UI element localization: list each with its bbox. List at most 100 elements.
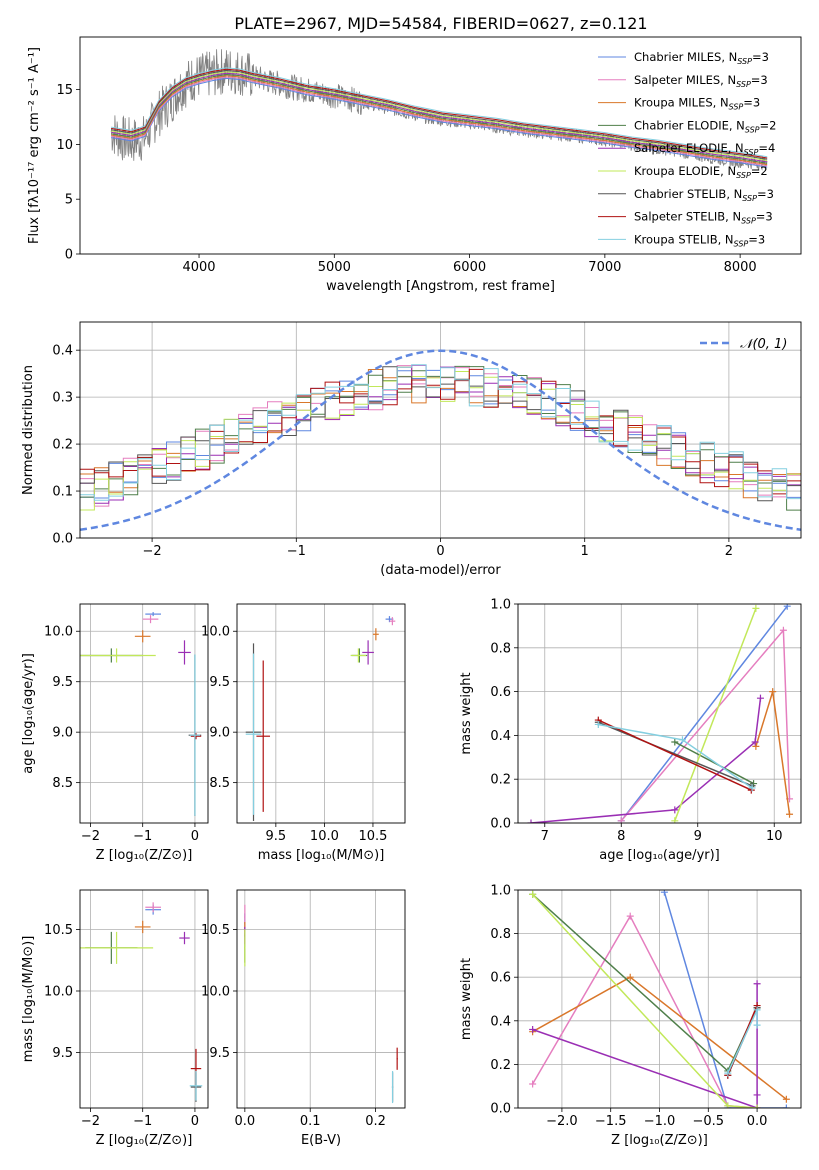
x-tick-label: −1 [133, 1114, 152, 1129]
y-axis-label: Flux [fλ10⁻¹⁷ erg cm⁻² s⁻¹ A⁻¹] [27, 47, 42, 244]
series-point-salpeter_miles [779, 626, 787, 634]
series-point-salpeter_miles [617, 817, 625, 823]
y-tick-label: 0.1 [52, 485, 73, 500]
x-tick-label: −2 [143, 544, 162, 559]
y-axis-label: mass weight [459, 958, 474, 1040]
x-axis-label: age [log₁₀(age/yr)] [599, 848, 720, 863]
spectrum-legend: Chabrier MILES, NSSP=3 Salpeter MILES, NS… [598, 50, 776, 248]
x-tick-label: 2 [725, 544, 733, 559]
series-point-salpeter_elodie [756, 694, 764, 702]
series-line-kroupa_stelib [727, 1009, 758, 1074]
legend-label-kroupa_elodie: Kroupa ELODIE, NSSP=2 [634, 164, 768, 180]
y-tick-label: 10.0 [201, 984, 230, 999]
series-point-salpeter_elodie [671, 806, 679, 814]
series-point-kroupa_elodie [671, 817, 679, 823]
x-tick-label: −0.5 [693, 1114, 725, 1129]
y-axis-label: Normed distribution [21, 365, 36, 495]
y-tick-label: 5 [65, 193, 73, 208]
legend-label-salpeter_elodie: Salpeter ELODIE, NSSP=4 [634, 141, 775, 157]
y-tick-label: 0.2 [52, 438, 73, 453]
series-point-kroupa_miles [786, 810, 794, 818]
panel-spectrum: Chabrier MILES, NSSP=3 Salpeter MILES, NS… [27, 36, 802, 294]
x-axis-label: wavelength [Angstrom, rest frame] [326, 279, 555, 294]
x-tick-label: 7000 [588, 260, 621, 275]
x-tick-label: 0.0 [747, 1114, 768, 1129]
x-tick-label: 9 [694, 829, 702, 844]
y-tick-label: 9.5 [52, 675, 73, 690]
x-axis-label: E(B-V) [301, 1133, 341, 1148]
model-line-kroupa_miles [111, 75, 768, 166]
x-tick-label: −2 [81, 829, 100, 844]
legend-label-salpeter_miles: Salpeter MILES, NSSP=3 [634, 73, 768, 89]
series-line-chabrier_stelib [598, 721, 753, 787]
plot-area-spectrum [110, 49, 768, 171]
series-point-kroupa_miles [752, 742, 760, 750]
y-tick-label: 9.0 [209, 726, 230, 741]
x-tick-label: −1.0 [644, 1114, 676, 1129]
series-line-chabrier_elodie [532, 893, 758, 1073]
y-tick-label: 0.8 [490, 641, 511, 656]
series-point-kroupa_stelib [748, 784, 756, 792]
model-line-chabrier_stelib [111, 69, 768, 160]
normal-curve [80, 349, 801, 532]
y-tick-label: 9.0 [52, 726, 73, 741]
x-tick-label: 0 [436, 544, 444, 559]
plots: Chabrier MILES, NSSP=3 Salpeter MILES, NS… [21, 36, 802, 1148]
series-point-kroupa_miles [769, 688, 777, 696]
series-line-salpeter_stelib [597, 719, 752, 791]
y-tick-label: 0.6 [490, 685, 511, 700]
x-tick-label: 4000 [182, 260, 215, 275]
x-tick-label: −2.0 [546, 1114, 578, 1129]
plot-area-residuals [80, 349, 801, 532]
series-line-salpeter_elodie [532, 983, 758, 1108]
x-tick-label: 5000 [318, 260, 351, 275]
panel-mass_vs_z: −2 −1 0 9.5 10.0 10.5 Z [log₁₀(Z/Z⊙)] mass [log… [21, 889, 209, 1148]
series-point-kroupa_stelib [753, 1006, 761, 1014]
series-point-salpeter_elodie [529, 1026, 537, 1034]
y-tick-label: 9.5 [52, 1046, 73, 1061]
x-tick-label: 10.0 [310, 829, 339, 844]
series-point-chabrier_elodie [671, 738, 679, 746]
model-line-chabrier_elodie [111, 73, 768, 164]
plot-area-mass_vs_z [80, 902, 203, 1102]
model-line-kroupa_elodie [111, 71, 768, 162]
series-line-kroupa_miles [755, 691, 791, 815]
model-line-salpeter_elodie [111, 72, 768, 163]
plot-area-weight_vs_z [529, 890, 790, 1108]
x-tick-label: 8000 [724, 260, 757, 275]
series-point-kroupa_elodie [753, 1104, 761, 1108]
histogram-salpeter_stelib [80, 368, 801, 495]
legend-label-chabrier_elodie: Chabrier ELODIE, NSSP=2 [634, 118, 776, 134]
y-tick-label: 0.0 [490, 817, 511, 832]
axes-frame [236, 603, 406, 824]
panel-residuals: 𝒩(0, 1) −2 −1 0 1 2 0.0 0.1 0.2 0.3 0.4 (data-model… [21, 321, 802, 578]
x-tick-label: 7 [541, 829, 549, 844]
series-point-kroupa_miles [626, 973, 634, 981]
y-axis-label: mass weight [459, 672, 474, 754]
y-tick-label: 0.0 [490, 1102, 511, 1117]
y-tick-label: 0.6 [490, 971, 511, 986]
series-point-chabrier_miles [783, 604, 791, 610]
series-point-salpeter_elodie [753, 980, 761, 988]
model-line-kroupa_stelib [111, 67, 768, 158]
series-point-kroupa_elodie [529, 890, 537, 898]
y-tick-label: 0.0 [52, 532, 73, 547]
axes-frame [79, 36, 802, 255]
x-axis-label: Z [log₁₀(Z/Z⊙)] [96, 848, 193, 863]
histogram-kroupa_stelib [80, 364, 801, 501]
y-tick-label: 10.5 [44, 923, 73, 938]
y-tick-label: 8.5 [52, 776, 73, 791]
legend-label-kroupa_miles: Kroupa MILES, NSSP=3 [634, 96, 760, 112]
panel-weight_vs_age: 7 8 9 10 0.0 0.2 0.4 0.6 0.8 1.0 age [log₁₀(age/yr… [459, 598, 802, 863]
x-axis-label: Z [log₁₀(Z/Z⊙)] [96, 1133, 193, 1148]
legend-label-normal: 𝒩(0, 1) [740, 337, 787, 352]
data-spectrum-line [110, 49, 768, 171]
legend-label-salpeter_stelib: Salpeter STELIB, NSSP=3 [634, 210, 773, 226]
x-tick-label: −2 [81, 1114, 100, 1129]
series-point-kroupa_miles [782, 1095, 790, 1103]
series-line-salpeter_miles [620, 628, 791, 822]
y-tick-label: 0.4 [52, 344, 73, 359]
model-line-salpeter_miles [111, 76, 768, 167]
plot-area-weight_vs_age [527, 604, 794, 823]
y-tick-label: 9.5 [209, 675, 230, 690]
